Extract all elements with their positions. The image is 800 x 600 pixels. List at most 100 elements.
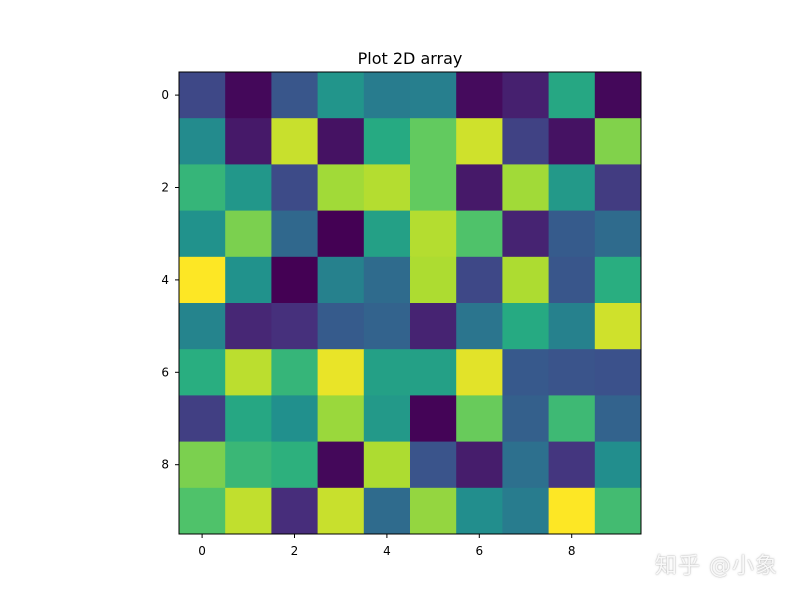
- heatmap-cell-r3-c6: [456, 210, 503, 258]
- heatmap-cell-r8-c5: [410, 441, 457, 489]
- heatmap-cell-r2-c1: [225, 164, 272, 212]
- x-tick-label: 6: [475, 544, 483, 558]
- x-tick-label: 8: [568, 544, 576, 558]
- heatmap-cell-r4-c4: [363, 256, 411, 304]
- heatmap-cell-r4-c2: [271, 256, 319, 304]
- heatmap-cell-r3-c9: [594, 210, 642, 258]
- heatmap-cell-r1-c3: [317, 118, 365, 165]
- heatmap-cell-r0-c9: [594, 72, 642, 119]
- y-tick-label: 8: [161, 458, 169, 472]
- heatmap-cell-r6-c7: [502, 349, 550, 396]
- heatmap-cell-r9-c1: [225, 487, 272, 535]
- heatmap-cell-r4-c6: [456, 256, 503, 304]
- heatmap-cell-r4-c0: [179, 256, 226, 304]
- y-tick-label: 2: [161, 181, 169, 195]
- heatmap-cell-r6-c3: [317, 349, 365, 396]
- heatmap-cell-r4-c8: [548, 256, 596, 304]
- heatmap-cell-r3-c0: [179, 210, 226, 258]
- heatmap-cell-r1-c4: [363, 118, 411, 165]
- heatmap-cell-r1-c9: [594, 118, 642, 165]
- heatmap-cell-r5-c4: [363, 303, 411, 350]
- heatmap-cell-r0-c3: [317, 72, 365, 119]
- y-axis-ticks: 0 2 4 6 8: [161, 88, 179, 472]
- heatmap-cell-r0-c1: [225, 72, 272, 119]
- heatmap-cell-r3-c7: [502, 210, 550, 258]
- heatmap-cell-r4-c7: [502, 256, 550, 304]
- heatmap-cell-r8-c0: [179, 441, 226, 489]
- axes-frame: [178, 71, 642, 535]
- x-axis-ticks: 0 2 4 6 8: [198, 534, 576, 558]
- heatmap-cell-r6-c6: [456, 349, 503, 396]
- heatmap-cell-r2-c5: [410, 164, 457, 212]
- heatmap-cell-r2-c3: [317, 164, 365, 212]
- heatmap-cell-r1-c1: [225, 118, 272, 165]
- heatmap-cell-r4-c5: [410, 256, 457, 304]
- chart-title: Plot 2D array: [358, 49, 463, 68]
- heatmap-cell-r2-c4: [363, 164, 411, 212]
- heatmap-cell-r7-c8: [548, 395, 596, 443]
- heatmap-cell-r8-c3: [317, 441, 365, 489]
- y-tick-label: 4: [161, 273, 169, 287]
- heatmap-cell-r9-c9: [594, 487, 642, 535]
- heatmap-cell-r7-c9: [594, 395, 642, 443]
- heatmap-cell-r2-c7: [502, 164, 550, 212]
- heatmap-cell-r9-c5: [410, 487, 457, 535]
- heatmap-cell-r0-c5: [410, 72, 457, 119]
- y-tick-label: 6: [161, 365, 169, 379]
- heatmap-cell-r3-c5: [410, 210, 457, 258]
- heatmap-cell-r7-c3: [317, 395, 365, 443]
- heatmap-cell-r0-c2: [271, 72, 319, 119]
- heatmap-cell-r9-c4: [363, 487, 411, 535]
- heatmap-cell-r9-c0: [179, 487, 226, 535]
- heatmap-cell-r2-c8: [548, 164, 596, 212]
- heatmap-cell-r5-c8: [548, 303, 596, 350]
- heatmap-cell-r7-c5: [410, 395, 457, 443]
- heatmap-cell-r4-c1: [225, 256, 272, 304]
- heatmap-cell-r8-c9: [594, 441, 642, 489]
- heatmap-cell-r6-c2: [271, 349, 319, 396]
- heatmap-cell-r7-c0: [179, 395, 226, 443]
- heatmap-cell-r7-c2: [271, 395, 319, 443]
- heatmap-cell-r2-c6: [456, 164, 503, 212]
- heatmap-cell-r9-c6: [456, 487, 503, 535]
- heatmap-cell-r3-c8: [548, 210, 596, 258]
- heatmap-cells: [179, 72, 642, 535]
- heatmap-cell-r9-c3: [317, 487, 365, 535]
- heatmap-cell-r6-c8: [548, 349, 596, 396]
- heatmap-cell-r2-c2: [271, 164, 319, 212]
- heatmap-cell-r6-c5: [410, 349, 457, 396]
- heatmap-cell-r8-c2: [271, 441, 319, 489]
- heatmap-cell-r3-c4: [363, 210, 411, 258]
- heatmap-cell-r0-c7: [502, 72, 550, 119]
- heatmap-cell-r8-c6: [456, 441, 503, 489]
- heatmap-cell-r8-c1: [225, 441, 272, 489]
- y-tick-label: 0: [161, 88, 169, 102]
- heatmap-cell-r7-c6: [456, 395, 503, 443]
- heatmap-cell-r3-c3: [317, 210, 365, 258]
- heatmap-cell-r0-c0: [179, 72, 226, 119]
- heatmap-cell-r5-c3: [317, 303, 365, 350]
- heatmap-cell-r4-c9: [594, 256, 642, 304]
- heatmap-cell-r7-c4: [363, 395, 411, 443]
- heatmap-cell-r5-c1: [225, 303, 272, 350]
- heatmap-cell-r1-c0: [179, 118, 226, 165]
- x-tick-label: 2: [291, 544, 299, 558]
- heatmap-cell-r3-c2: [271, 210, 319, 258]
- heatmap-cell-r1-c5: [410, 118, 457, 165]
- heatmap-cell-r5-c6: [456, 303, 503, 350]
- x-tick-label: 4: [383, 544, 391, 558]
- watermark: 知乎 @小象: [655, 554, 778, 579]
- heatmap-cell-r6-c1: [225, 349, 272, 396]
- heatmap-cell-r5-c7: [502, 303, 550, 350]
- heatmap-cell-r6-c0: [179, 349, 226, 396]
- heatmap-cell-r0-c4: [363, 72, 411, 119]
- heatmap-cell-r6-c9: [594, 349, 642, 396]
- heatmap-cell-r3-c1: [225, 210, 272, 258]
- heatmap-cell-r9-c7: [502, 487, 550, 535]
- heatmap-cell-r1-c6: [456, 118, 503, 165]
- heatmap-cell-r8-c8: [548, 441, 596, 489]
- heatmap-cell-r1-c2: [271, 118, 319, 165]
- heatmap-cell-r1-c8: [548, 118, 596, 165]
